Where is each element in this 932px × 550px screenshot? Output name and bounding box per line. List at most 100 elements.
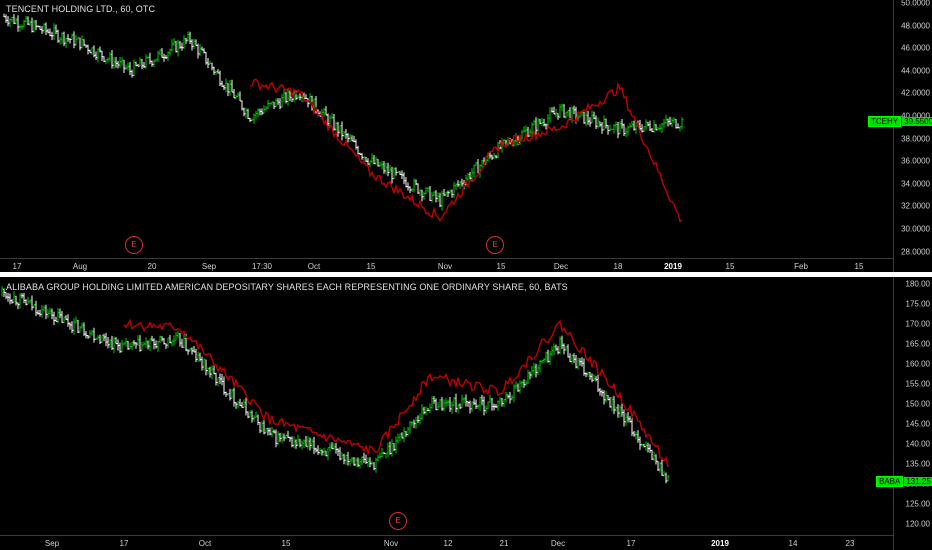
price-bar [19, 293, 22, 309]
price-bar [385, 162, 388, 175]
price-bar [531, 366, 534, 378]
alibaba-last-price-tag: BABA 131.25 [876, 476, 932, 487]
price-tick-label: 36.0000 [901, 156, 930, 166]
price-bar [559, 103, 562, 118]
price-bar [155, 58, 158, 62]
price-bar [387, 442, 390, 458]
price-bar [283, 433, 286, 442]
price-bar [479, 396, 482, 411]
price-bar [379, 452, 382, 459]
price-bar [97, 335, 100, 340]
price-bar [335, 443, 338, 454]
price-bar [621, 119, 624, 129]
price-bar [209, 366, 212, 378]
tencent-plot-area[interactable] [0, 0, 894, 258]
price-bar [209, 60, 212, 65]
price-bar [593, 374, 596, 382]
time-tick-label: Sep [44, 539, 60, 548]
time-tick-label: Aug [72, 262, 88, 271]
alibaba-plot-area[interactable] [0, 277, 894, 535]
price-bar [91, 330, 94, 336]
price-bar [273, 429, 276, 434]
price-bar [417, 415, 420, 424]
price-bar [275, 429, 278, 448]
price-bar [41, 26, 44, 34]
price-bar [507, 394, 510, 399]
price-bar [197, 351, 200, 362]
earnings-marker-icon[interactable]: E [125, 236, 143, 254]
price-bar [307, 436, 310, 450]
price-bar [25, 299, 28, 306]
price-bar [655, 454, 658, 465]
price-bar [215, 372, 218, 386]
price-bar [391, 166, 394, 184]
price-bar [597, 374, 600, 393]
price-bar [183, 333, 186, 348]
price-bar [587, 110, 590, 125]
price-bar [171, 340, 174, 347]
price-bar [319, 448, 322, 455]
tencent-symbol-label: TCEHY [868, 116, 902, 127]
price-bar [15, 17, 18, 25]
pane-divider[interactable] [0, 272, 932, 277]
price-bar [633, 430, 636, 437]
price-bar [121, 339, 124, 353]
alibaba-price-axis[interactable]: 180.00 175.00 170.00 165.00 160.00 155.00 150.… [893, 277, 932, 550]
price-bar [571, 354, 574, 364]
price-bar [149, 338, 152, 352]
price-bar [633, 120, 636, 131]
price-bar [451, 401, 454, 414]
price-bar [537, 364, 540, 376]
price-bar [429, 186, 432, 202]
price-bar [455, 183, 458, 191]
price-bar [477, 404, 480, 410]
price-bar [395, 167, 398, 176]
price-bar [535, 363, 538, 378]
price-bar [353, 457, 356, 466]
alibaba-time-axis-line [0, 535, 894, 536]
price-bar [45, 22, 48, 36]
price-bar [235, 94, 238, 100]
price-bar [75, 316, 78, 324]
price-bar [631, 417, 634, 437]
price-bar [15, 295, 18, 306]
price-bar [247, 411, 250, 419]
price-bar [419, 413, 422, 425]
price-bar [653, 120, 656, 133]
price-bar [523, 126, 526, 133]
price-bar [327, 113, 330, 127]
price-bar [467, 401, 470, 407]
price-bar [67, 34, 70, 42]
price-bar [47, 309, 50, 319]
tencent-price-axis[interactable]: 50.0000 48.0000 46.0000 44.0000 42.0000 40.00… [893, 0, 932, 272]
price-bar [543, 358, 546, 363]
price-bar [135, 342, 138, 349]
price-bar [623, 409, 626, 427]
price-bar [619, 405, 622, 418]
price-bar [527, 126, 530, 137]
earnings-marker-icon[interactable]: E [486, 236, 504, 254]
price-bar [369, 457, 372, 468]
price-bar [663, 471, 666, 477]
price-bar [521, 129, 524, 140]
alibaba-chart-pane[interactable]: ALIBABA GROUP HOLDING LIMITED AMERICAN D… [0, 277, 932, 550]
time-tick-label: 2019 [664, 262, 682, 271]
price-bar [135, 61, 138, 67]
price-bar [311, 438, 314, 449]
price-bar [577, 357, 580, 370]
price-bar [645, 441, 648, 451]
price-bar [539, 359, 542, 373]
price-bar [553, 106, 556, 115]
price-bar [627, 125, 630, 136]
price-bar [443, 189, 446, 196]
price-bar [339, 125, 342, 134]
price-bar [431, 396, 434, 409]
earnings-marker-icon[interactable]: E [389, 512, 407, 530]
price-bar [267, 427, 270, 436]
price-bar [383, 161, 386, 174]
price-bar [673, 117, 676, 123]
price-bar [37, 310, 40, 315]
tencent-chart-pane[interactable]: TENCENT HOLDING LTD., 60, OTC 50.0000 48.… [0, 0, 932, 272]
price-tick-label: 160.00 [905, 359, 930, 369]
price-bar [173, 38, 176, 46]
